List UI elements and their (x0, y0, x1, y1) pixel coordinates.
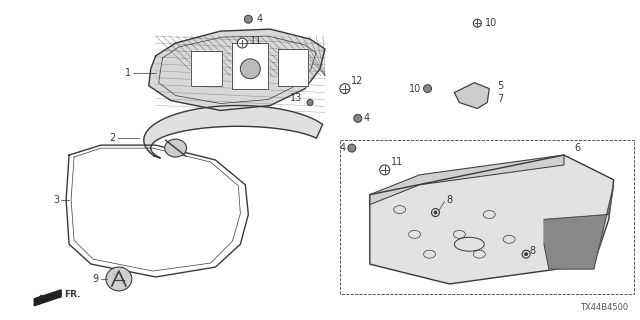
Text: 1: 1 (125, 68, 131, 78)
Polygon shape (232, 43, 268, 89)
Text: 13: 13 (290, 92, 302, 102)
Polygon shape (278, 49, 308, 86)
Text: 10: 10 (410, 84, 422, 94)
Circle shape (348, 144, 356, 152)
Circle shape (525, 252, 528, 256)
Circle shape (340, 84, 350, 93)
Polygon shape (454, 83, 489, 108)
Ellipse shape (106, 267, 132, 291)
Text: 11: 11 (250, 36, 262, 46)
Circle shape (237, 38, 247, 48)
Circle shape (244, 15, 252, 23)
Text: 11: 11 (390, 157, 403, 167)
Ellipse shape (164, 139, 187, 157)
Polygon shape (148, 29, 325, 110)
Text: 6: 6 (574, 143, 580, 153)
Text: 8: 8 (529, 246, 535, 256)
Polygon shape (144, 106, 323, 158)
Circle shape (307, 100, 313, 106)
Polygon shape (191, 51, 223, 86)
Circle shape (474, 19, 481, 27)
Text: 3: 3 (53, 195, 59, 205)
Text: 8: 8 (447, 195, 452, 205)
Polygon shape (370, 155, 564, 204)
Circle shape (424, 85, 431, 92)
Polygon shape (370, 155, 614, 284)
Circle shape (354, 114, 362, 122)
Circle shape (434, 211, 437, 214)
Text: 12: 12 (351, 76, 364, 86)
Text: 5: 5 (497, 81, 504, 91)
Circle shape (241, 59, 260, 79)
Polygon shape (35, 290, 61, 306)
Text: 2: 2 (109, 133, 116, 143)
Text: 4: 4 (364, 113, 370, 124)
Text: 9: 9 (93, 274, 99, 284)
Text: 10: 10 (485, 18, 497, 28)
Text: 4: 4 (256, 14, 262, 24)
Text: FR.: FR. (64, 290, 81, 299)
Text: 4: 4 (340, 143, 346, 153)
Circle shape (380, 165, 390, 175)
Text: TX44B4500: TX44B4500 (580, 303, 628, 312)
Polygon shape (544, 185, 614, 269)
Text: 7: 7 (497, 93, 504, 104)
